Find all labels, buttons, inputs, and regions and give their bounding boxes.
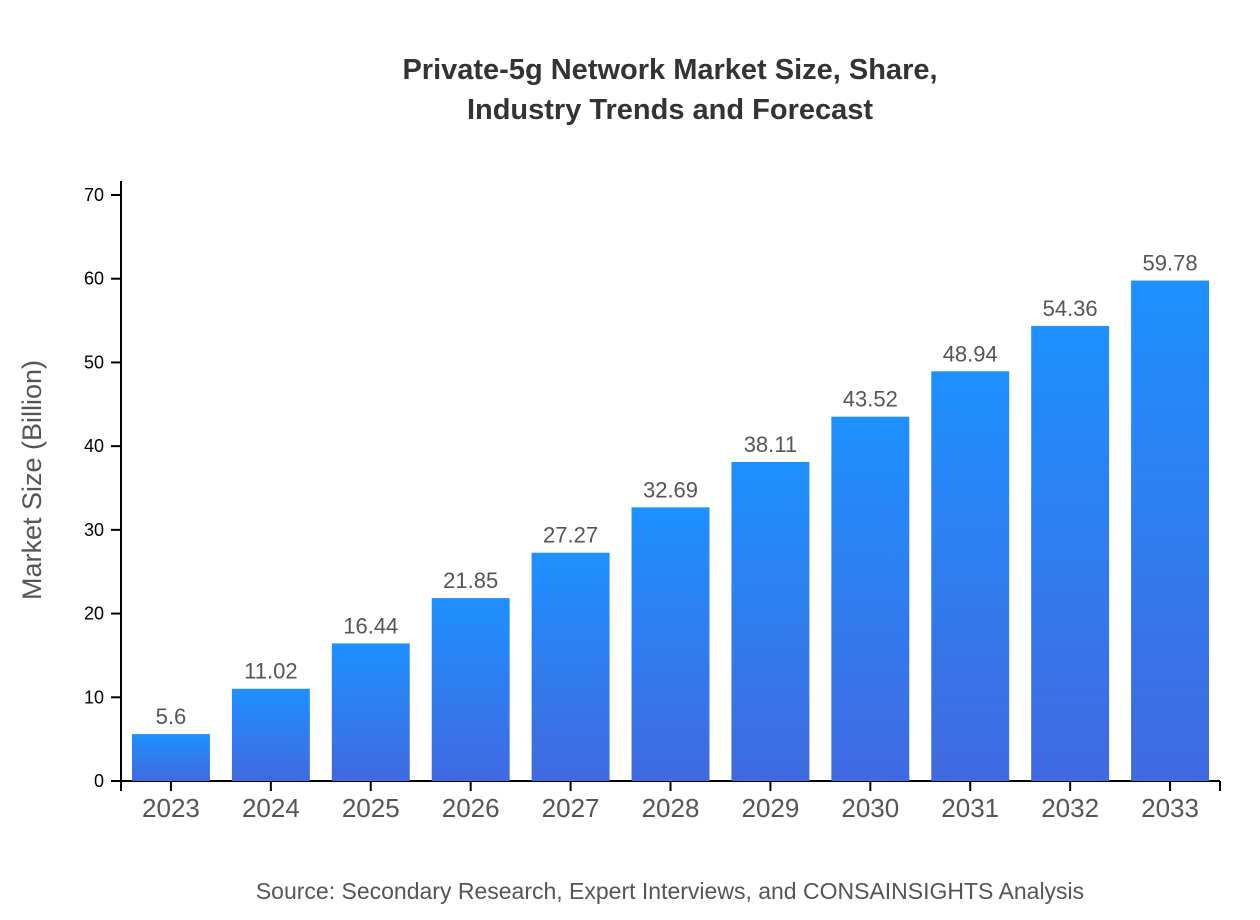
bar: [531, 552, 610, 781]
bar-value-label: 32.69: [643, 477, 698, 502]
bar-value-label: 27.27: [543, 523, 598, 548]
chart-title-line2: Industry Trends and Forecast: [466, 94, 874, 126]
bar-value-label: 38.11: [744, 432, 797, 457]
bar: [831, 416, 910, 781]
bar: [1031, 325, 1110, 781]
y-tick-label: 0: [94, 771, 104, 791]
bar: [731, 461, 810, 781]
x-tick-label: 2026: [442, 793, 500, 823]
y-tick-label: 30: [84, 520, 104, 540]
x-tick-label: 2031: [941, 793, 999, 823]
bar-value-label: 5.6: [156, 704, 187, 729]
x-tick-label: 2032: [1041, 793, 1099, 823]
y-tick-label: 60: [84, 269, 104, 289]
bar-value-label: 59.78: [1143, 251, 1198, 276]
bar-value-label: 54.36: [1043, 296, 1098, 321]
bar: [331, 643, 410, 781]
bar-value-label: 48.94: [943, 341, 998, 366]
x-tick-label: 2027: [542, 793, 600, 823]
chart-title: Private-5g Network Market Size, Share, I…: [0, 50, 1260, 130]
x-tick-label: 2024: [242, 793, 300, 823]
bar-value-label: 21.85: [443, 568, 498, 593]
chart-title-line1: Private-5g Network Market Size, Share,: [402, 54, 938, 86]
bar: [631, 507, 710, 781]
bar-value-label: 43.52: [843, 387, 898, 412]
x-tick-label: 2028: [642, 793, 700, 823]
x-tick-label: 2025: [342, 793, 400, 823]
y-tick-label: 70: [84, 185, 104, 205]
bar: [931, 371, 1010, 781]
bar-value-label: 16.44: [343, 613, 398, 638]
chart-source: Source: Secondary Research, Expert Inter…: [255, 878, 1085, 904]
y-tick-label: 40: [84, 436, 104, 456]
x-tick-label: 2023: [142, 793, 200, 823]
x-tick-label: 2029: [741, 793, 799, 823]
y-tick-label: 50: [84, 352, 104, 372]
y-tick-label: 20: [84, 604, 104, 624]
y-tick-label: 10: [84, 687, 104, 707]
bar: [131, 734, 210, 781]
x-tick-label: 2033: [1141, 793, 1199, 823]
bar: [231, 688, 310, 781]
y-axis-label: Market Size (Billion): [17, 360, 47, 600]
bar: [1131, 280, 1210, 781]
bar-value-label: 11.02: [244, 659, 297, 684]
x-tick-label: 2030: [841, 793, 899, 823]
bar: [431, 598, 510, 781]
